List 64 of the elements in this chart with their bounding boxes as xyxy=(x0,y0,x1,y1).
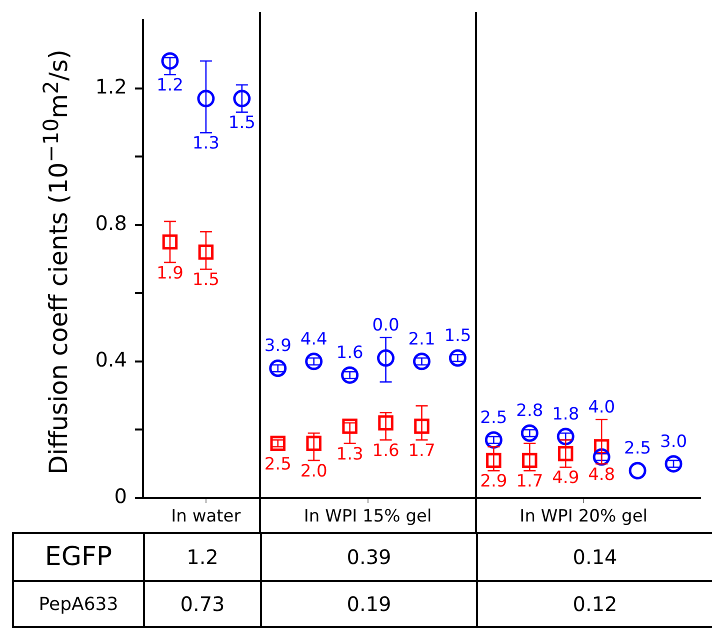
x-tick-label: In WPI 15% gel xyxy=(304,506,432,527)
point xyxy=(233,90,251,108)
point xyxy=(522,452,538,468)
annotation: 1.5 xyxy=(192,270,220,290)
y-tick-label: 0.4 xyxy=(95,348,127,372)
annotation: 4.8 xyxy=(588,464,616,485)
annotation: 1.7 xyxy=(516,472,544,492)
point xyxy=(197,90,215,108)
point xyxy=(664,455,682,473)
annotation: 2.9 xyxy=(480,472,508,492)
text: EGFP xyxy=(12,532,143,580)
text: 1.2 xyxy=(143,532,260,580)
annotation: 4.9 xyxy=(552,468,580,488)
annotation: 1.6 xyxy=(336,343,364,364)
annotation: 2.5 xyxy=(264,454,292,474)
annotation: 3.0 xyxy=(660,432,688,452)
point xyxy=(414,418,430,434)
point xyxy=(305,352,323,370)
point xyxy=(377,349,395,367)
point xyxy=(448,349,466,367)
text: 0.39 xyxy=(260,532,476,580)
annotation: 2.5 xyxy=(624,438,652,459)
annotation: 2.1 xyxy=(408,329,436,350)
annotation: 2.8 xyxy=(516,401,544,422)
y-tick-label: 0 xyxy=(114,484,127,508)
y-tick-label: 0.8 xyxy=(95,211,127,236)
point xyxy=(341,366,359,384)
point xyxy=(162,234,178,250)
annotation: 1.9 xyxy=(156,263,184,284)
annotation: 4.0 xyxy=(588,397,616,418)
point xyxy=(306,436,322,451)
point xyxy=(269,360,287,378)
annotation: 1.3 xyxy=(336,444,364,464)
annotation: 0.0 xyxy=(372,315,400,336)
point xyxy=(378,415,394,430)
point xyxy=(270,436,286,451)
annotation: 1.3 xyxy=(192,134,220,154)
text: 0.73 xyxy=(143,580,260,628)
point xyxy=(198,244,214,260)
point xyxy=(558,446,574,462)
text: 0.14 xyxy=(476,532,712,580)
point xyxy=(161,52,179,70)
y-tick-label: 1.2 xyxy=(95,74,127,98)
x-tick-label: In WPI 20% gel xyxy=(520,506,648,527)
point xyxy=(486,452,502,468)
annotation: 1.2 xyxy=(156,76,184,96)
annotation: 4.4 xyxy=(300,329,328,350)
text: PepA633 xyxy=(12,580,143,628)
text: 0.19 xyxy=(260,580,476,628)
annotation: 2.0 xyxy=(300,461,328,482)
annotation: 2.5 xyxy=(480,408,508,428)
annotation: 1.6 xyxy=(372,440,400,461)
x-tick-label: In water xyxy=(171,506,241,527)
annotation: 1.5 xyxy=(444,326,472,346)
text: 0.12 xyxy=(476,580,712,628)
annotation: 1.8 xyxy=(552,404,580,424)
point xyxy=(520,424,538,442)
point xyxy=(556,428,574,446)
annotation: 3.9 xyxy=(264,336,292,356)
point xyxy=(413,352,430,370)
point xyxy=(628,462,646,480)
annotation: 1.5 xyxy=(228,113,256,134)
annotation: 1.7 xyxy=(408,440,436,461)
point xyxy=(342,418,358,434)
